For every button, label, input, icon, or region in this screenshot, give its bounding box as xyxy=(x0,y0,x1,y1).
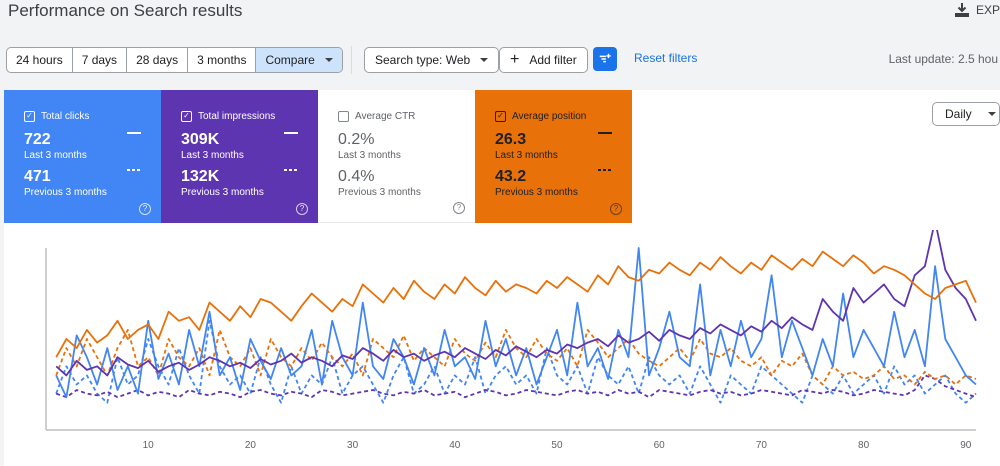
compare-dropdown[interactable]: Compare xyxy=(256,48,342,72)
checkbox-icon[interactable]: ✓ xyxy=(495,110,506,122)
dashed-line-legend xyxy=(284,169,298,171)
plus-icon: + xyxy=(510,51,520,68)
series-line-average-position xyxy=(55,250,977,358)
metric-label: Average CTR xyxy=(355,110,416,122)
toolbar-divider xyxy=(351,46,352,74)
x-tick-label: 60 xyxy=(654,440,666,451)
metric-label: Average position xyxy=(512,110,587,122)
metric-prev-period: Previous 3 months xyxy=(24,187,107,198)
date-range-selector: 24 hours 7 days 28 days 3 months Compare xyxy=(6,47,343,73)
granularity-dropdown[interactable]: Daily xyxy=(932,102,1000,126)
x-tick-label: 80 xyxy=(858,440,870,451)
filter-toolbar: 24 hours 7 days 28 days 3 months Compare… xyxy=(0,40,1000,80)
metric-period: Last 3 months xyxy=(181,150,244,161)
last-update-text: Last update: 2.5 hou xyxy=(888,52,998,66)
metric-prev-value: 132K xyxy=(181,168,220,185)
x-tick-label: 40 xyxy=(449,440,461,451)
metric-prev-value: 471 xyxy=(24,168,51,185)
help-icon[interactable]: ? xyxy=(610,203,622,215)
metric-prev-period: Previous 3 months xyxy=(495,187,578,198)
series-line-average-position-previous xyxy=(55,329,977,386)
performance-chart[interactable]: 10 20 30 40 50 60 70 80 90 xyxy=(4,230,1000,466)
x-tick-label: 10 xyxy=(143,440,155,451)
range-7-days[interactable]: 7 days xyxy=(73,48,128,72)
metric-card-position[interactable]: ✓ Average position 26.3 Last 3 months 43.… xyxy=(475,90,632,223)
solid-line-legend xyxy=(284,132,298,134)
dashed-line-legend xyxy=(127,169,141,171)
metric-value: 0.2% xyxy=(338,131,375,148)
dashed-line-legend xyxy=(598,169,612,171)
filter-settings-button[interactable] xyxy=(593,47,617,71)
metric-prev-value: 0.4% xyxy=(338,168,375,185)
metric-prev-period: Previous 3 months xyxy=(338,187,421,198)
range-28-days[interactable]: 28 days xyxy=(127,48,189,72)
metric-prev-value: 43.2 xyxy=(495,168,527,185)
add-filter-button[interactable]: + Add filter xyxy=(499,47,588,73)
checkbox-icon[interactable]: ✓ xyxy=(181,110,192,122)
add-filter-label: Add filter xyxy=(529,53,577,67)
checkbox-icon[interactable] xyxy=(338,110,349,122)
granularity-label: Daily xyxy=(945,107,972,121)
metric-period: Last 3 months xyxy=(24,150,87,161)
metric-period: Last 3 months xyxy=(338,150,401,161)
help-icon[interactable]: ? xyxy=(139,203,151,215)
top-bar: Performance on Search results EXP xyxy=(0,0,1000,36)
caret-down-icon xyxy=(987,112,996,116)
metric-prev-period: Previous 3 months xyxy=(181,187,264,198)
export-button[interactable]: EXP xyxy=(954,0,1000,20)
checkbox-icon[interactable]: ✓ xyxy=(24,110,35,122)
caret-down-icon xyxy=(324,58,333,62)
x-tick-label: 30 xyxy=(347,440,359,451)
metric-card-clicks[interactable]: ✓ Total clicks 722 Last 3 months 471 Prev… xyxy=(4,90,161,223)
filter-list-icon xyxy=(599,53,611,63)
performance-panel: ✓ Total clicks 722 Last 3 months 471 Prev… xyxy=(4,90,1000,466)
series-line-total-clicks xyxy=(55,247,977,399)
metric-period: Last 3 months xyxy=(495,150,558,161)
series-line-total-impressions-previous xyxy=(55,374,977,399)
x-tick-label: 90 xyxy=(960,440,972,451)
x-tick-label: 70 xyxy=(756,440,768,451)
x-tick-label: 20 xyxy=(245,440,257,451)
reset-filters-link[interactable]: Reset filters xyxy=(634,51,698,65)
range-24-hours[interactable]: 24 hours xyxy=(7,48,73,72)
help-icon[interactable]: ? xyxy=(296,203,308,215)
download-icon xyxy=(954,3,969,17)
help-icon[interactable]: ? xyxy=(453,202,465,214)
series-line-total-impressions xyxy=(55,230,977,377)
page-title: Performance on Search results xyxy=(8,1,243,20)
metric-value: 722 xyxy=(24,131,51,148)
x-tick-label: 50 xyxy=(551,440,563,451)
solid-line-legend xyxy=(598,132,612,134)
metric-label: Total impressions xyxy=(198,110,276,122)
compare-label: Compare xyxy=(265,53,315,67)
solid-line-legend xyxy=(127,132,141,134)
caret-down-icon xyxy=(480,58,489,62)
range-3-months[interactable]: 3 months xyxy=(188,48,257,72)
metric-value: 309K xyxy=(181,131,220,148)
search-type-label: Search type: Web xyxy=(375,53,471,67)
metric-label: Total clicks xyxy=(41,110,90,122)
export-label: EXP xyxy=(975,3,1000,17)
metric-value: 26.3 xyxy=(495,131,527,148)
metric-card-ctr[interactable]: Average CTR 0.2% Last 3 months 0.4% Prev… xyxy=(318,90,475,223)
metric-card-impressions[interactable]: ✓ Total impressions 309K Last 3 months 13… xyxy=(161,90,318,223)
search-type-dropdown[interactable]: Search type: Web xyxy=(364,47,500,73)
